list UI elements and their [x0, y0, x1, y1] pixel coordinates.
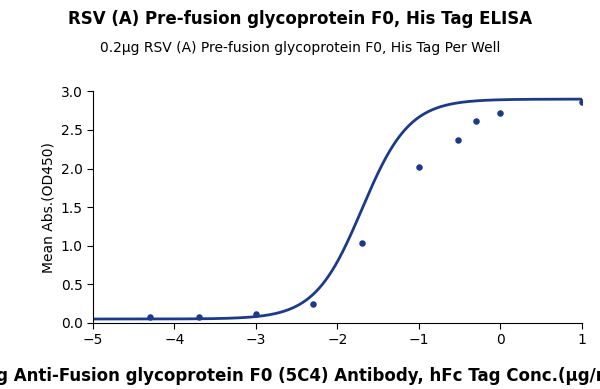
Point	[577, 99, 587, 105]
Point	[194, 314, 204, 321]
Text: RSV (A) Pre-fusion glycoprotein F0, His Tag ELISA: RSV (A) Pre-fusion glycoprotein F0, His …	[68, 10, 532, 28]
Point	[308, 300, 318, 307]
Text: 0.2μg RSV (A) Pre-fusion glycoprotein F0, His Tag Per Well: 0.2μg RSV (A) Pre-fusion glycoprotein F0…	[100, 41, 500, 55]
Point	[471, 117, 481, 124]
Text: Log Anti-Fusion glycoprotein F0 (5C4) Antibody, hFc Tag Conc.(μg/ml): Log Anti-Fusion glycoprotein F0 (5C4) An…	[0, 367, 600, 385]
Point	[414, 164, 424, 170]
Y-axis label: Mean Abs.(OD450): Mean Abs.(OD450)	[41, 142, 55, 273]
Point	[145, 314, 155, 321]
Point	[251, 311, 261, 317]
Point	[357, 240, 367, 247]
Point	[496, 110, 505, 116]
Point	[453, 137, 463, 143]
